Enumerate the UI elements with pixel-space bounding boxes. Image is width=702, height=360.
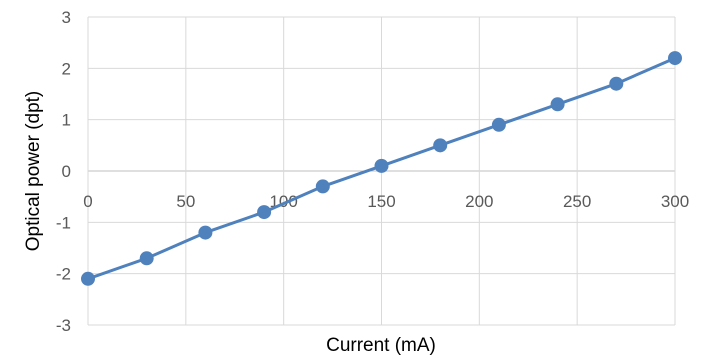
y-tick-labels: -3 -2 -1 0 1 2 3 xyxy=(56,8,71,335)
data-point xyxy=(257,205,272,220)
series xyxy=(81,51,682,286)
data-point xyxy=(81,271,95,286)
x-tick-labels: 0 50 100 150 200 250 300 xyxy=(83,192,689,211)
y-tick-label: 3 xyxy=(62,8,71,27)
x-tick-label: 200 xyxy=(465,192,493,211)
y-tick-label: 2 xyxy=(62,59,71,78)
x-tick-label: 300 xyxy=(661,192,689,211)
y-tick-label: 1 xyxy=(62,111,71,130)
x-tick-label: 250 xyxy=(563,192,591,211)
data-point xyxy=(668,51,682,66)
data-point xyxy=(139,251,154,266)
grid xyxy=(87,16,676,326)
y-axis-title: Optical power (dpt) xyxy=(23,91,44,252)
y-tick-label: -1 xyxy=(56,213,71,232)
data-point xyxy=(491,117,506,132)
data-point xyxy=(374,158,389,173)
x-tick-label: 50 xyxy=(176,192,195,211)
data-point xyxy=(550,97,565,112)
data-point xyxy=(198,225,213,240)
x-tick-label: 150 xyxy=(367,192,395,211)
y-tick-label: 0 xyxy=(62,162,71,181)
x-axis-title: Current (mA) xyxy=(326,335,436,356)
data-point xyxy=(433,138,448,153)
data-point xyxy=(315,179,330,194)
data-point xyxy=(609,76,624,91)
x-tick-label: 0 xyxy=(83,192,92,211)
y-tick-label: -2 xyxy=(56,265,71,284)
y-tick-label: -3 xyxy=(56,316,71,335)
